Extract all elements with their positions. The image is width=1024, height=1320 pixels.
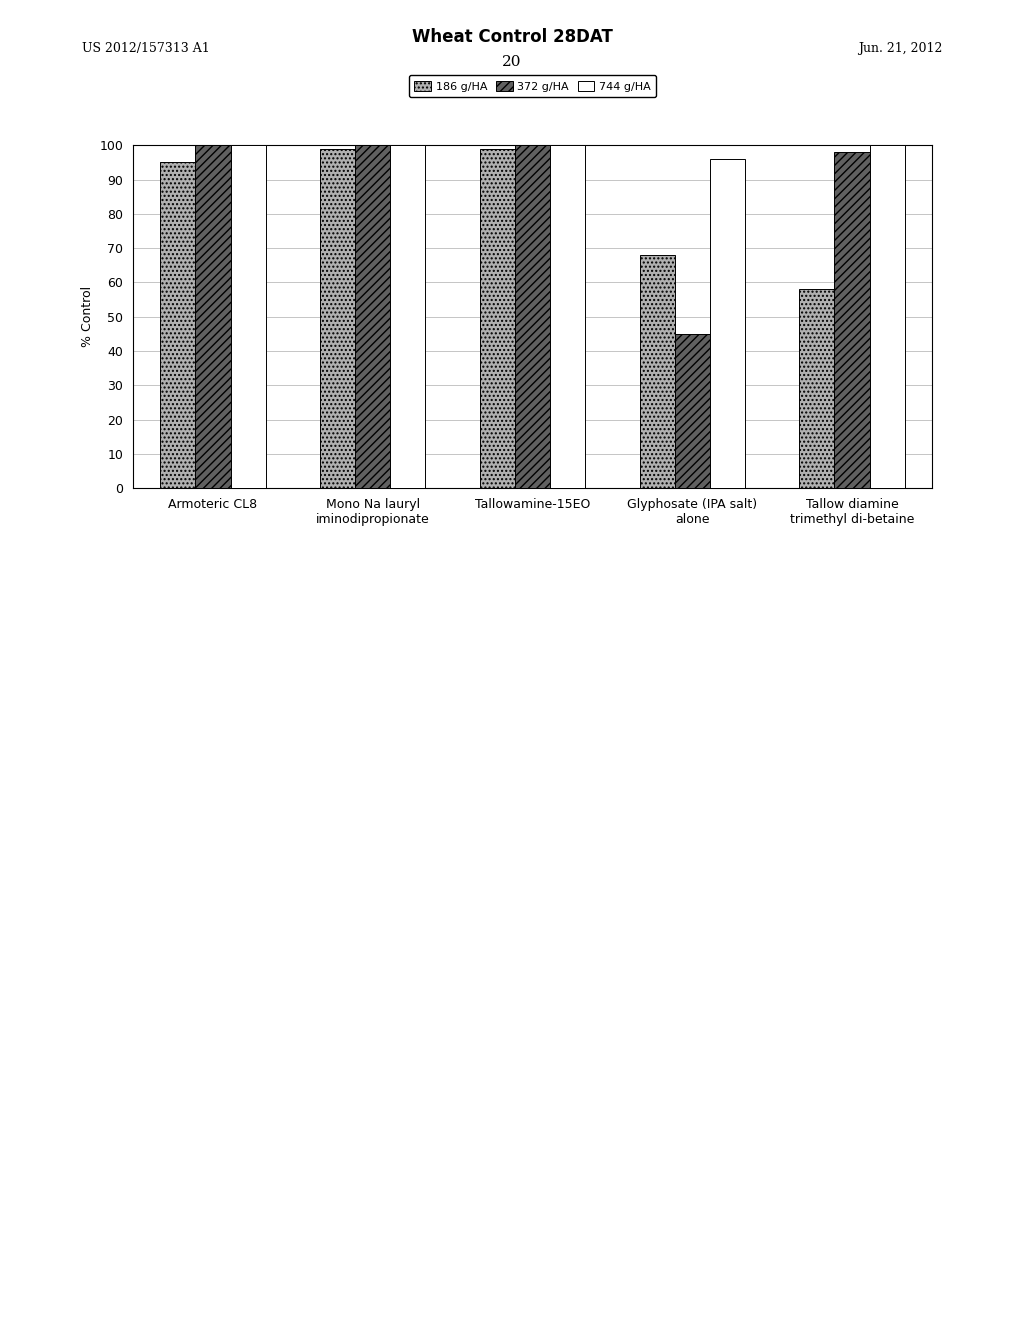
Y-axis label: % Control: % Control <box>81 286 94 347</box>
Bar <box>515 145 550 488</box>
Bar <box>480 149 515 488</box>
Bar <box>196 145 230 488</box>
Bar <box>550 145 585 488</box>
Bar <box>800 289 835 488</box>
Text: Wheat Control 28DAT: Wheat Control 28DAT <box>412 28 612 46</box>
Bar <box>355 145 390 488</box>
Bar <box>675 334 710 488</box>
Text: 20: 20 <box>502 55 522 70</box>
Text: Jun. 21, 2012: Jun. 21, 2012 <box>858 42 942 55</box>
Legend: 186 g/HA, 372 g/HA, 744 g/HA: 186 g/HA, 372 g/HA, 744 g/HA <box>409 75 656 98</box>
Bar <box>230 145 265 488</box>
Bar <box>869 145 904 488</box>
Bar <box>835 152 869 488</box>
Bar <box>640 255 675 488</box>
Bar <box>710 158 744 488</box>
Bar <box>161 162 196 488</box>
Text: US 2012/157313 A1: US 2012/157313 A1 <box>82 42 210 55</box>
Bar <box>390 145 425 488</box>
Bar <box>321 149 355 488</box>
